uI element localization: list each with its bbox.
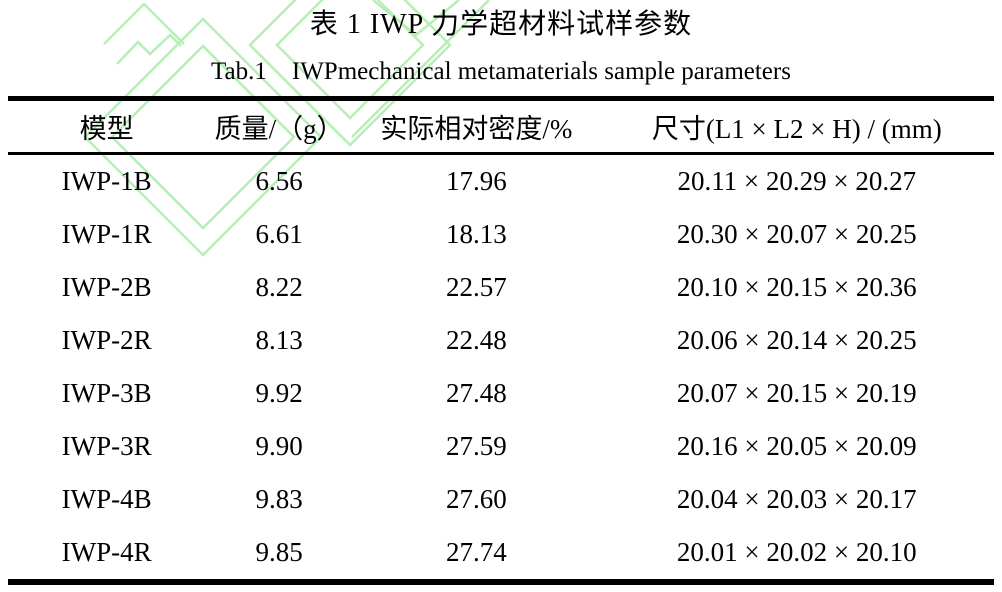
- model-cell: IWP-2B: [61, 272, 152, 302]
- table-row: IWP-3B 9.92 27.48 20.07 × 20.15 × 20.19: [8, 367, 994, 420]
- dimensions-cell: 20.16 × 20.05 × 20.09: [676, 431, 917, 461]
- table-body: IWP-1B 6.56 17.96 20.11 × 20.29 × 20.27 IWP-…: [8, 154, 994, 583]
- mass-cell: 9.83: [255, 484, 303, 514]
- col-header-dimensions: 尺寸(L1 × L2 × H) / (mm): [599, 98, 994, 155]
- sample-parameters-table: 模型 质量/（g） 实际相对密度/% 尺寸(L1 × L2 × H) / (mm…: [8, 96, 994, 585]
- model-cell: IWP-1B: [61, 166, 152, 196]
- table-row: IWP-2R 8.13 22.48 20.06 × 20.14 × 20.25: [8, 314, 994, 367]
- dimensions-cell: 20.10 × 20.15 × 20.36: [676, 272, 917, 302]
- table-header-row: 模型 质量/（g） 实际相对密度/% 尺寸(L1 × L2 × H) / (mm…: [8, 98, 994, 155]
- dimensions-cell: 20.01 × 20.02 × 20.10: [676, 537, 917, 567]
- density-cell: 27.59: [445, 431, 507, 461]
- table-row: IWP-1R 6.61 18.13 20.30 × 20.07 × 20.25: [8, 208, 994, 261]
- mass-cell: 9.85: [255, 537, 303, 567]
- table-block: 表 1 IWP 力学超材料试样参数 Tab.1 IWPmechanical me…: [0, 8, 1002, 585]
- dimensions-cell: 20.04 × 20.03 × 20.17: [676, 484, 917, 514]
- mass-cell: 8.13: [255, 325, 303, 355]
- model-cell: IWP-1R: [61, 219, 152, 249]
- dimensions-cell: 20.11 × 20.29 × 20.27: [677, 166, 917, 196]
- density-cell: 18.13: [445, 219, 507, 249]
- model-cell: IWP-2R: [61, 325, 152, 355]
- col-header-model: 模型: [8, 98, 206, 155]
- density-cell: 27.60: [445, 484, 507, 514]
- mass-cell: 9.92: [255, 378, 303, 408]
- table-caption-zh: 表 1 IWP 力学超材料试样参数: [309, 9, 693, 40]
- model-cell: IWP-3R: [61, 431, 152, 461]
- col-header-mass: 质量/（g）: [205, 98, 354, 155]
- mass-cell: 9.90: [255, 431, 303, 461]
- model-cell: IWP-4B: [61, 484, 152, 514]
- model-cell: IWP-4R: [61, 537, 152, 567]
- table-row: IWP-3R 9.90 27.59 20.16 × 20.05 × 20.09: [8, 420, 994, 473]
- density-cell: 27.74: [445, 537, 507, 567]
- density-cell: 22.57: [445, 272, 507, 302]
- table-row: IWP-1B 6.56 17.96 20.11 × 20.29 × 20.27: [8, 154, 994, 209]
- col-header-relative-density: 实际相对密度/%: [353, 98, 600, 155]
- table-row: IWP-2B 8.22 22.57 20.10 × 20.15 × 20.36: [8, 261, 994, 314]
- density-cell: 22.48: [445, 325, 507, 355]
- mass-cell: 8.22: [255, 272, 303, 302]
- dimensions-cell: 20.30 × 20.07 × 20.25: [676, 219, 917, 249]
- dimensions-cell: 20.07 × 20.15 × 20.19: [676, 378, 917, 408]
- table-caption-en: Tab.1 IWPmechanical metamaterials sample…: [211, 58, 791, 85]
- table-row: IWP-4R 9.85 27.74 20.01 × 20.02 × 20.10: [8, 526, 994, 582]
- model-cell: IWP-3B: [61, 378, 152, 408]
- density-cell: 17.96: [445, 166, 507, 196]
- mass-cell: 6.61: [255, 219, 303, 249]
- table-row: IWP-4B 9.83 27.60 20.04 × 20.03 × 20.17: [8, 473, 994, 526]
- mass-cell: 6.56: [255, 166, 303, 196]
- density-cell: 27.48: [445, 378, 507, 408]
- dimensions-cell: 20.06 × 20.14 × 20.25: [676, 325, 917, 355]
